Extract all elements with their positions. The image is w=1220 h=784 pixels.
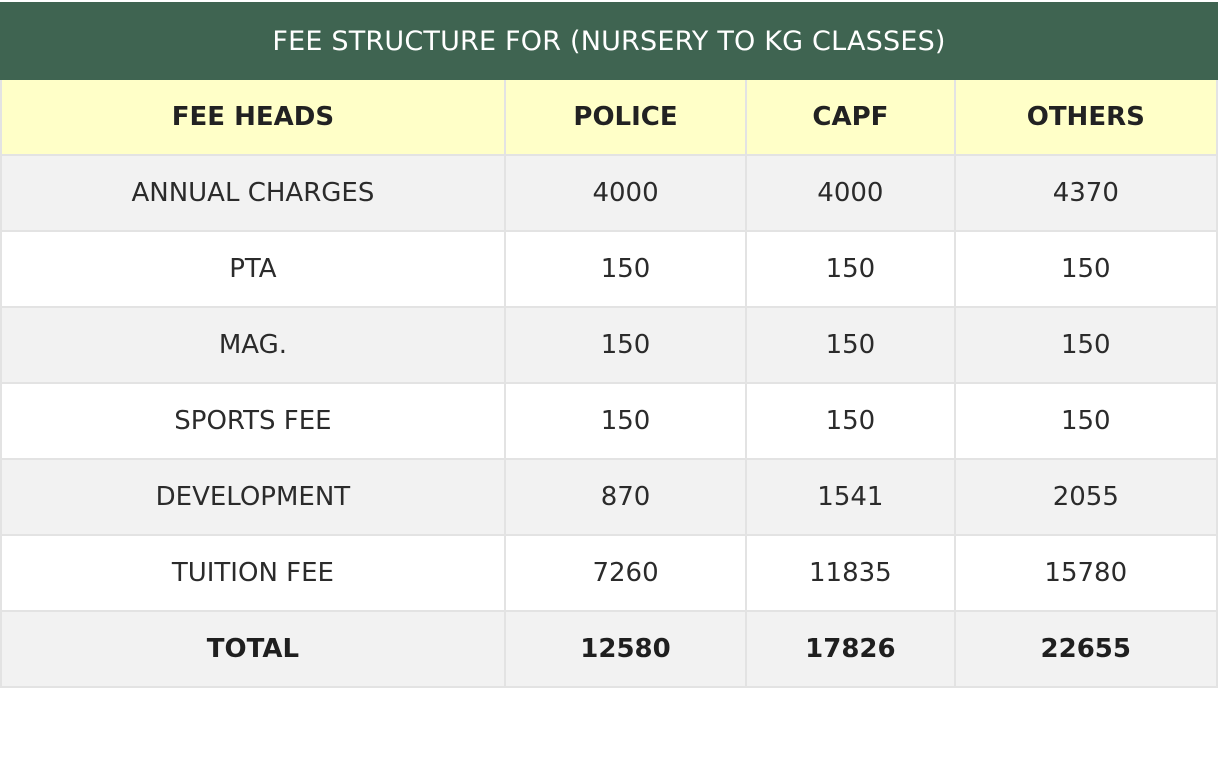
police-cell: 150 [503,382,748,460]
table-row: ANNUAL CHARGES 4000 4000 4370 [0,154,1219,232]
others-cell: 150 [953,230,1219,308]
fee-head-cell: SPORTS FEE [0,382,506,460]
table-row: DEVELOPMENT 870 1541 2055 [0,458,1219,536]
total-row: TOTAL 12580 17826 22655 [0,610,1219,688]
table-title-row: FEE STRUCTURE FOR (NURSERY TO KG CLASSES… [0,2,1218,80]
police-cell: 150 [503,306,748,384]
police-cell: 150 [503,230,748,308]
table-row: MAG. 150 150 150 [0,306,1219,384]
others-cell: 15780 [953,534,1219,612]
column-header-police: POLICE [503,78,748,156]
fee-structure-table: FEE STRUCTURE FOR (NURSERY TO KG CLASSES… [0,2,1219,688]
police-cell: 7260 [503,534,748,612]
capf-cell: 150 [745,306,956,384]
others-cell: 4370 [953,154,1219,232]
table-row: SPORTS FEE 150 150 150 [0,382,1219,460]
capf-cell: 150 [745,382,956,460]
total-capf: 17826 [745,610,956,688]
others-cell: 150 [953,382,1219,460]
fee-head-cell: ANNUAL CHARGES [0,154,506,232]
table-row: TUITION FEE 7260 11835 15780 [0,534,1219,612]
others-cell: 2055 [953,458,1219,536]
police-cell: 870 [503,458,748,536]
column-header-row: FEE HEADS POLICE CAPF OTHERS [0,78,1219,156]
others-cell: 150 [953,306,1219,384]
total-label: TOTAL [0,610,506,688]
table-row: PTA 150 150 150 [0,230,1219,308]
capf-cell: 150 [745,230,956,308]
police-cell: 4000 [503,154,748,232]
fee-head-cell: PTA [0,230,506,308]
column-header-fee-heads: FEE HEADS [0,78,506,156]
capf-cell: 4000 [745,154,956,232]
total-police: 12580 [503,610,748,688]
fee-head-cell: TUITION FEE [0,534,506,612]
capf-cell: 11835 [745,534,956,612]
capf-cell: 1541 [745,458,956,536]
table-title: FEE STRUCTURE FOR (NURSERY TO KG CLASSES… [0,2,1218,80]
column-header-capf: CAPF [745,78,956,156]
fee-head-cell: MAG. [0,306,506,384]
total-others: 22655 [953,610,1219,688]
fee-head-cell: DEVELOPMENT [0,458,506,536]
column-header-others: OTHERS [953,78,1219,156]
